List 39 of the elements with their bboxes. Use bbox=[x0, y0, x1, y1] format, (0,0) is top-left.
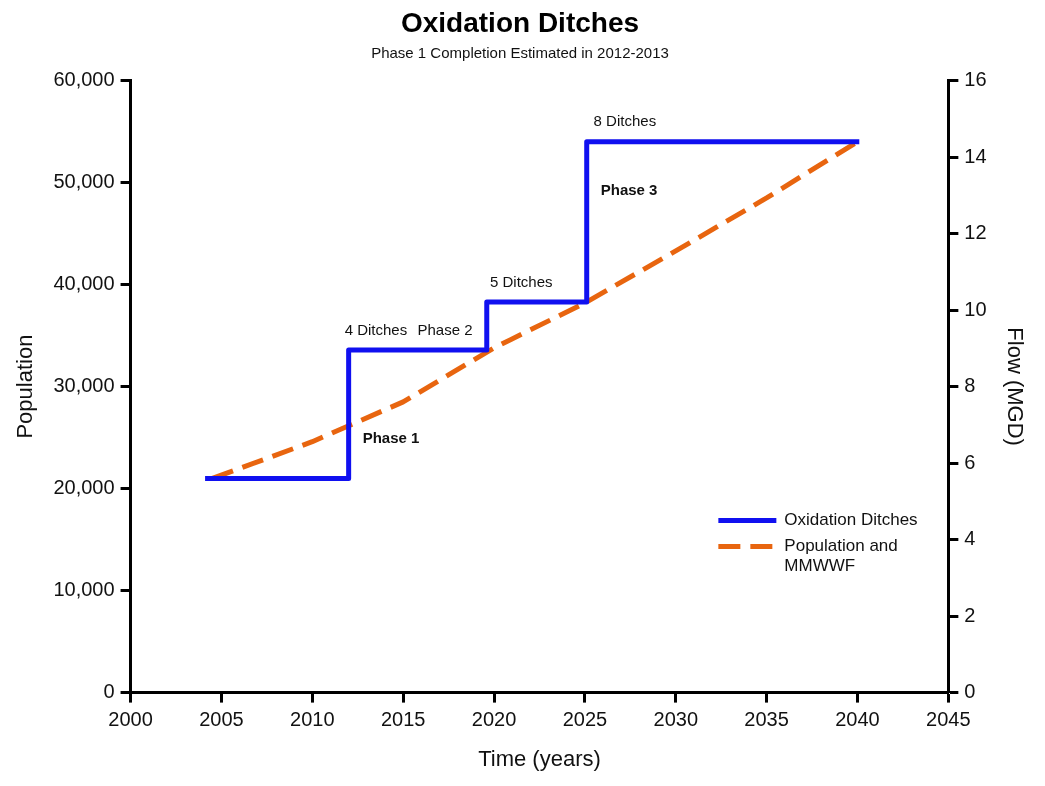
y-tick-label: 20,000 bbox=[53, 476, 115, 499]
x-tick-label: 2000 bbox=[108, 708, 153, 731]
x-tick-label: 2025 bbox=[562, 708, 608, 731]
y2-tick-label: 8 bbox=[964, 374, 976, 397]
y2-tick-label: 12 bbox=[964, 221, 987, 244]
y2-tick-label: 6 bbox=[964, 450, 976, 473]
annotation: Phase 2 bbox=[417, 320, 473, 338]
x-tick-label: 2020 bbox=[471, 708, 517, 731]
y2-tick-label: 10 bbox=[964, 297, 987, 320]
y-tick-label: 10,000 bbox=[53, 578, 115, 601]
x-tick-label: 2030 bbox=[653, 708, 699, 731]
y2-tick-label: 2 bbox=[964, 603, 976, 626]
x-tick-label: 2035 bbox=[744, 708, 789, 731]
x-tick-label: 2040 bbox=[835, 708, 880, 731]
legend-label: Oxidation Ditches bbox=[784, 510, 918, 530]
y-tick-label: 60,000 bbox=[53, 68, 115, 91]
y-tick-label: 0 bbox=[103, 680, 115, 703]
annotation: 8 Ditches bbox=[593, 112, 657, 130]
y-tick-label: 50,000 bbox=[53, 170, 115, 193]
chart-title: Oxidation Ditches bbox=[400, 6, 640, 38]
x-tick-label: 2010 bbox=[290, 708, 335, 731]
annotation: 5 Ditches bbox=[490, 272, 553, 290]
y2-axis-title: Flow (MGD) bbox=[1002, 327, 1028, 446]
y-tick-label: 40,000 bbox=[53, 272, 115, 295]
x-tick-label: 2045 bbox=[926, 708, 971, 731]
y2-tick-label: 16 bbox=[964, 68, 987, 91]
chart-subtitle: Phase 1 Completion Estimated in 2012-2013 bbox=[371, 43, 669, 61]
annotation: 4 Ditches bbox=[344, 320, 408, 338]
legend-label: Population and MMWWF bbox=[784, 536, 898, 576]
y2-tick-label: 0 bbox=[964, 680, 976, 703]
x-tick-label: 2015 bbox=[380, 708, 426, 731]
annotation: Phase 1 bbox=[362, 428, 420, 446]
y2-tick-label: 4 bbox=[964, 527, 976, 550]
y-axis-title: Population bbox=[12, 334, 38, 439]
annotation: Phase 3 bbox=[600, 180, 658, 198]
y-tick-label: 30,000 bbox=[53, 374, 115, 397]
x-axis-title: Time (years) bbox=[478, 745, 601, 771]
y2-tick-label: 14 bbox=[964, 144, 987, 167]
x-tick-label: 2005 bbox=[199, 708, 244, 731]
